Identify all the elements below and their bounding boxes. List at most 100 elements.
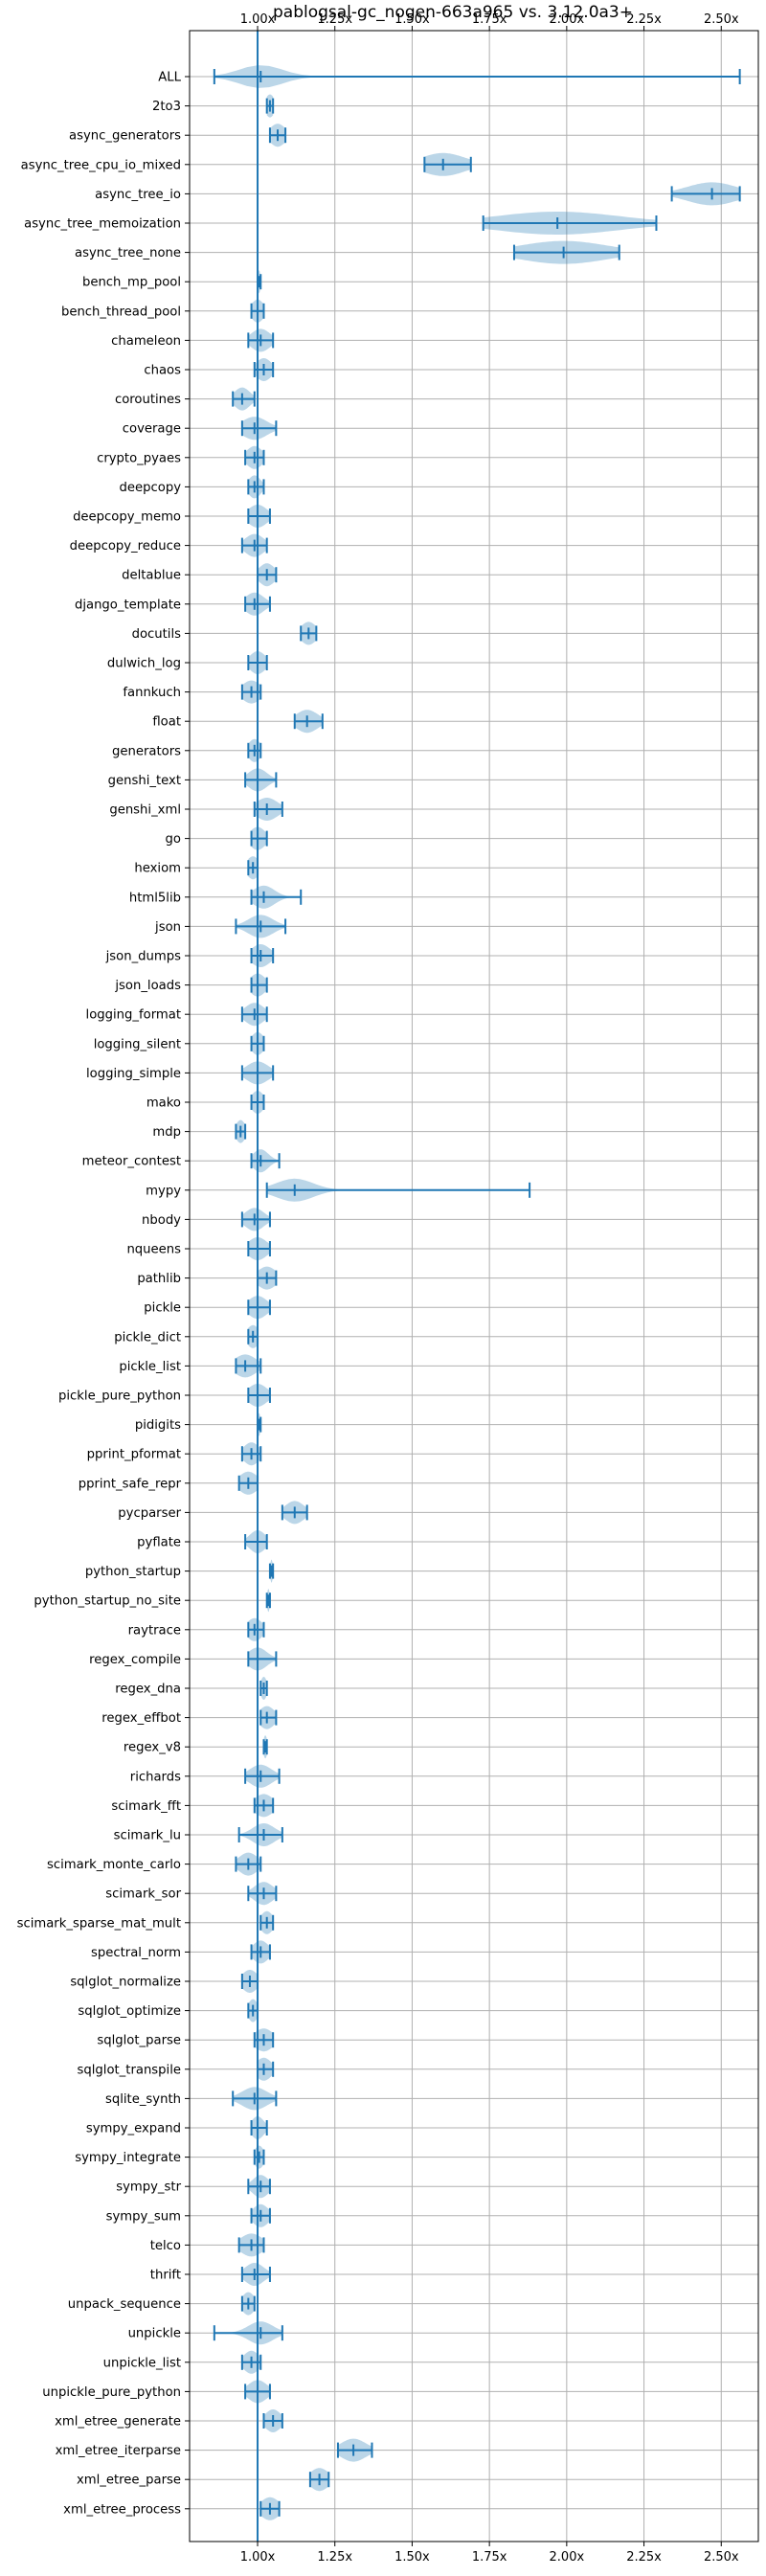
benchmark-label: bench_mp_pool xyxy=(82,276,181,290)
category-labels: ALL 2to3 async_generators async_tree_cpu_io… xyxy=(17,71,182,2518)
benchmark-label: regex_dna xyxy=(115,1683,181,1697)
benchmark-label: deepcopy_reduce xyxy=(70,539,181,554)
x-tick-label-top: 2.25x xyxy=(626,12,662,27)
benchmark-label: unpickle_list xyxy=(103,2356,181,2370)
benchmark-label: richards xyxy=(130,1770,181,1784)
benchmark-label: deepcopy_memo xyxy=(73,510,181,525)
benchmark-label: sqlglot_normalize xyxy=(70,1976,181,1990)
benchmark-label: scimark_sparse_mat_mult xyxy=(17,1916,181,1931)
benchmark-label: pprint_pformat xyxy=(87,1448,181,1462)
benchmark-label: generators xyxy=(112,744,181,758)
benchmark-label: nqueens xyxy=(126,1243,181,1257)
plot-frame xyxy=(189,30,759,2542)
benchmark-label: regex_v8 xyxy=(124,1741,181,1755)
benchmark-label: async_tree_memoization xyxy=(24,217,181,232)
benchmark-label: scimark_sor xyxy=(105,1887,181,1902)
benchmark-label: json_loads xyxy=(114,979,181,993)
benchmark-label: unpickle_pure_python xyxy=(42,2385,181,2400)
benchmark-label: html5lib xyxy=(129,891,181,905)
benchmark-label: sqlite_synth xyxy=(105,2092,181,2107)
benchmark-label: xml_etree_parse xyxy=(77,2474,181,2488)
benchmark-label: pickle_pure_python xyxy=(58,1390,181,1404)
benchmark-label: chaos xyxy=(144,364,181,378)
benchmark-label: pidigits xyxy=(135,1418,181,1433)
benchmark-label: sqlglot_parse xyxy=(97,2034,181,2048)
benchmark-label: coroutines xyxy=(115,393,181,407)
benchmark-label: python_startup_no_site xyxy=(34,1594,181,1609)
benchmark-label: fannkuch xyxy=(123,686,181,700)
benchmark-label: async_tree_none xyxy=(75,246,181,260)
benchmark-label: deepcopy xyxy=(120,481,182,495)
benchmark-label: mypy xyxy=(146,1184,181,1198)
benchmark-label: logging_silent xyxy=(94,1037,181,1051)
x-tick-label-bottom: 1.25x xyxy=(317,2550,352,2565)
x-tick-labels: 1.00x 1.00x 1.25x 1.25x 1.50x 1.50x 1.75x 1.75x… xyxy=(240,12,739,2565)
benchmark-label: go xyxy=(166,832,181,847)
benchmark-label: chameleon xyxy=(111,334,181,349)
benchmark-label: json xyxy=(154,920,181,935)
benchmark-label: sympy_expand xyxy=(86,2122,181,2136)
benchmark-label: nbody xyxy=(142,1213,181,1228)
benchmark-label: pickle xyxy=(144,1301,181,1316)
benchmark-label: python_startup xyxy=(85,1565,181,1579)
benchmark-label: genshi_text xyxy=(108,774,181,788)
benchmark-label: crypto_pyaes xyxy=(97,451,181,465)
benchmark-label: coverage xyxy=(123,422,181,437)
benchmark-label: float xyxy=(152,715,181,730)
benchmark-label: logging_format xyxy=(86,1008,181,1023)
x-tick-label-bottom: 2.50x xyxy=(704,2550,739,2565)
benchmark-label: dulwich_log xyxy=(107,657,181,671)
benchmark-label: genshi_xml xyxy=(109,803,181,818)
benchmark-label: mako xyxy=(146,1096,181,1111)
benchmark-label: pyflate xyxy=(137,1536,181,1550)
benchmark-label: raytrace xyxy=(128,1623,181,1638)
benchmark-label: django_template xyxy=(75,598,181,612)
benchmark-label: regex_effbot xyxy=(101,1711,181,1726)
benchmark-label: xml_etree_process xyxy=(63,2502,181,2517)
benchmark-label: sympy_integrate xyxy=(75,2151,181,2165)
benchmark-label: xml_etree_iterparse xyxy=(56,2444,181,2458)
benchmark-label: sqlglot_optimize xyxy=(78,2004,181,2019)
x-tick-label-bottom: 2.25x xyxy=(626,2550,662,2565)
benchmark-label: pprint_safe_repr xyxy=(79,1477,182,1491)
benchmark-label: sympy_str xyxy=(116,2181,181,2195)
benchmark-label: unpickle xyxy=(128,2327,181,2341)
benchmark-label: thrift xyxy=(150,2269,181,2283)
benchmark-label: regex_compile xyxy=(89,1653,181,1667)
benchmark-label: hexiom xyxy=(134,862,181,876)
benchmark-label: deltablue xyxy=(122,569,181,583)
benchmark-label: 2to3 xyxy=(152,100,181,114)
benchmark-label: scimark_monte_carlo xyxy=(47,1858,181,1872)
x-tick-label-top: 1.50x xyxy=(394,12,430,27)
benchmark-label: async_tree_cpu_io_mixed xyxy=(21,158,181,172)
benchmark-label: scimark_fft xyxy=(111,1799,181,1814)
x-tick-label-top: 1.25x xyxy=(317,12,352,27)
benchmark-label: pickle_list xyxy=(119,1360,181,1374)
x-tick-label-top: 2.00x xyxy=(550,12,585,27)
benchmark-label: pycparser xyxy=(118,1506,181,1521)
benchmark-label: telco xyxy=(150,2239,181,2253)
x-tick-label-bottom: 1.00x xyxy=(240,2550,276,2565)
benchmark-label: meteor_contest xyxy=(82,1155,181,1169)
violin-layer xyxy=(213,31,741,2542)
x-tick-label-bottom: 2.00x xyxy=(550,2550,585,2565)
benchmark-label: sqlglot_transpile xyxy=(78,2063,182,2077)
benchmark-label: mdp xyxy=(152,1125,181,1140)
chart-title: pablogsal-gc_nogen-663a965 vs. 3.12.0a3+ xyxy=(273,3,633,22)
x-tick-label-bottom: 1.75x xyxy=(472,2550,507,2565)
benchmark-label: ALL xyxy=(158,71,181,85)
benchmark-label: logging_simple xyxy=(86,1067,181,1081)
x-tick-label-top: 1.75x xyxy=(472,12,507,27)
benchmark-label: json_dumps xyxy=(105,950,182,964)
x-tick-label-bottom: 1.50x xyxy=(394,2550,430,2565)
benchmark-label: sympy_sum xyxy=(106,2209,181,2224)
x-tick-label-top: 2.50x xyxy=(704,12,739,27)
benchmark-label: pathlib xyxy=(137,1272,181,1286)
benchmark-label: bench_thread_pool xyxy=(61,305,181,319)
benchmark-label: async_tree_io xyxy=(95,188,181,202)
benchmark-label: async_generators xyxy=(69,129,181,144)
benchmark-label: scimark_lu xyxy=(114,1829,181,1843)
benchmark-label: unpack_sequence xyxy=(68,2297,181,2312)
benchmark-label: docutils xyxy=(132,627,182,642)
